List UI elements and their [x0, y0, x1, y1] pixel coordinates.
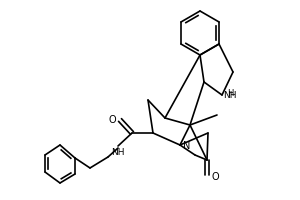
- Text: H: H: [227, 88, 233, 98]
- Text: N: N: [183, 141, 190, 151]
- Text: NH: NH: [111, 148, 125, 157]
- Text: NH: NH: [223, 90, 236, 99]
- Text: O: O: [108, 115, 116, 125]
- Text: O: O: [212, 172, 220, 182]
